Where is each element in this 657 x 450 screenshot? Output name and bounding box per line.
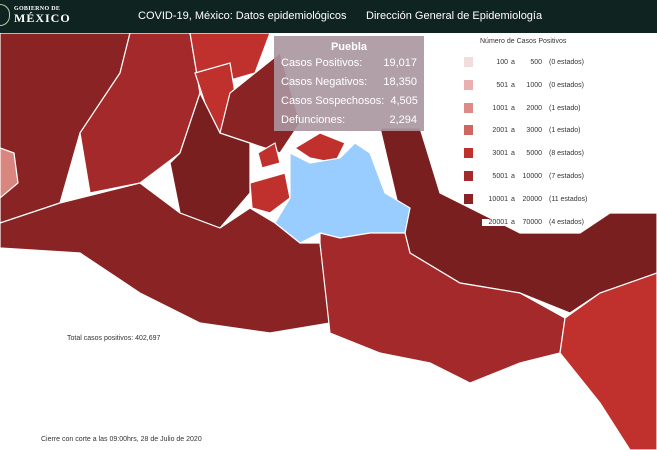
legend-count: (1 estado) bbox=[549, 127, 581, 135]
legend-a: a bbox=[511, 104, 515, 112]
header-bar: GOBIERNO DE MÉXICO COVID-19, México: Dat… bbox=[0, 0, 657, 33]
legend-to: 70000 bbox=[516, 218, 542, 226]
legend-item: 10001 a 20000 (11 estados) bbox=[464, 193, 587, 219]
legend-count: (0 estados) bbox=[549, 59, 585, 66]
legend-title: Número de Casos Positivos bbox=[480, 38, 567, 45]
legend-item: 20001 a 70000 (4 estados) bbox=[464, 216, 584, 242]
legend-to: 10000 bbox=[522, 172, 542, 180]
legend-swatch bbox=[464, 193, 473, 204]
legend-swatch bbox=[464, 170, 473, 181]
legend-swatch bbox=[464, 102, 473, 113]
legend-a: a bbox=[511, 59, 515, 66]
legend-a: a bbox=[511, 150, 515, 158]
legend-from: 100 bbox=[496, 59, 508, 66]
state-guerrero[interactable] bbox=[0, 182, 331, 334]
state-morelos[interactable] bbox=[249, 172, 291, 214]
legend-count: (1 estado) bbox=[549, 104, 581, 112]
legend-swatch bbox=[464, 79, 473, 90]
legend-item: 1001 a 2000 (1 estado) bbox=[464, 102, 581, 128]
state-small-light[interactable] bbox=[0, 147, 19, 199]
legend-item: 100 a 500 (0 estados) bbox=[464, 57, 584, 82]
tooltip-row-positivos: Casos Positivos: 19,017 bbox=[281, 57, 417, 76]
logo-top-text: GOBIERNO DE bbox=[14, 6, 61, 12]
tooltip-value: 2,294 bbox=[389, 114, 417, 126]
legend-swatch bbox=[464, 57, 473, 67]
legend-to: 500 bbox=[530, 59, 542, 66]
legend-a: a bbox=[511, 81, 515, 89]
legend-count: (11 estados) bbox=[549, 195, 588, 203]
legend-a: a bbox=[511, 127, 515, 135]
legend-a: a bbox=[511, 195, 515, 203]
state-cdmx[interactable] bbox=[293, 132, 346, 164]
legend-item: 501 a 1000 (0 estados) bbox=[464, 79, 584, 105]
tooltip-label: Defunciones: bbox=[281, 114, 346, 126]
tooltip-row-sospechosos: Casos Sospechosos: 4,505 bbox=[281, 95, 418, 114]
tooltip-row-defunciones: Defunciones: 2,294 bbox=[281, 114, 417, 133]
legend-from: 5001 bbox=[492, 172, 508, 180]
legend-from: 1001 bbox=[492, 104, 508, 112]
page-title: COVID-19, México: Datos epidemiológicos bbox=[138, 10, 347, 22]
legend-swatch bbox=[464, 216, 473, 227]
state-small-red[interactable] bbox=[257, 142, 281, 169]
state-chiapas[interactable] bbox=[559, 272, 657, 450]
legend-to: 3000 bbox=[526, 127, 542, 135]
legend-swatch bbox=[464, 125, 473, 136]
legend-count: (7 estados) bbox=[549, 172, 585, 180]
legend-to: 5000 bbox=[526, 150, 542, 158]
tooltip-value: 19,017 bbox=[383, 57, 417, 69]
legend-a: a bbox=[511, 172, 515, 180]
legend-a: a bbox=[511, 218, 515, 226]
tooltip-value: 4,505 bbox=[390, 95, 418, 107]
legend-from: 3001 bbox=[492, 150, 508, 158]
legend-from: 501 bbox=[496, 81, 508, 89]
tooltip-label: Casos Negativos: bbox=[281, 76, 368, 88]
tooltip-label: Casos Positivos: bbox=[281, 57, 363, 69]
tooltip-value: 18,350 bbox=[383, 76, 417, 88]
legend-item: 5001 a 10000 (7 estados) bbox=[464, 170, 584, 196]
legend: Número de Casos Positivos 100 a 500 (0 e… bbox=[464, 38, 587, 242]
legend-from: 2001 bbox=[492, 127, 508, 135]
gobierno-logo: GOBIERNO DE MÉXICO bbox=[0, 4, 71, 26]
legend-to: 1000 bbox=[526, 81, 542, 89]
legend-count: (8 estados) bbox=[549, 150, 585, 158]
legend-to: 2000 bbox=[526, 104, 542, 112]
total-cases: Total casos positivos: 402,697 bbox=[67, 335, 161, 342]
logo-main-text: MÉXICO bbox=[14, 11, 71, 25]
tooltip-label: Casos Sospechosos: bbox=[281, 95, 385, 107]
legend-item: 3001 a 5000 (8 estados) bbox=[464, 148, 584, 173]
legend-item: 2001 a 3000 (1 estado) bbox=[464, 125, 581, 150]
legend-count: (0 estados) bbox=[549, 81, 585, 89]
organization-name: Dirección General de Epidemiología bbox=[366, 10, 543, 22]
tooltip-row-negativos: Casos Negativos: 18,350 bbox=[281, 76, 417, 95]
tooltip-title: Puebla bbox=[330, 41, 368, 53]
legend-swatch bbox=[464, 148, 473, 159]
legend-count: (4 estados) bbox=[549, 218, 585, 226]
legend-from: 20001 bbox=[482, 218, 508, 226]
legend-to: 20000 bbox=[516, 195, 542, 203]
legend-from: 10001 bbox=[482, 195, 508, 203]
state-tooltip: Puebla Casos Positivos: 19,017 Casos Nega… bbox=[274, 36, 424, 131]
cutoff-note: Cierre con corte a las 09:00hrs, 28 de J… bbox=[41, 436, 202, 443]
seal-icon bbox=[0, 4, 10, 26]
